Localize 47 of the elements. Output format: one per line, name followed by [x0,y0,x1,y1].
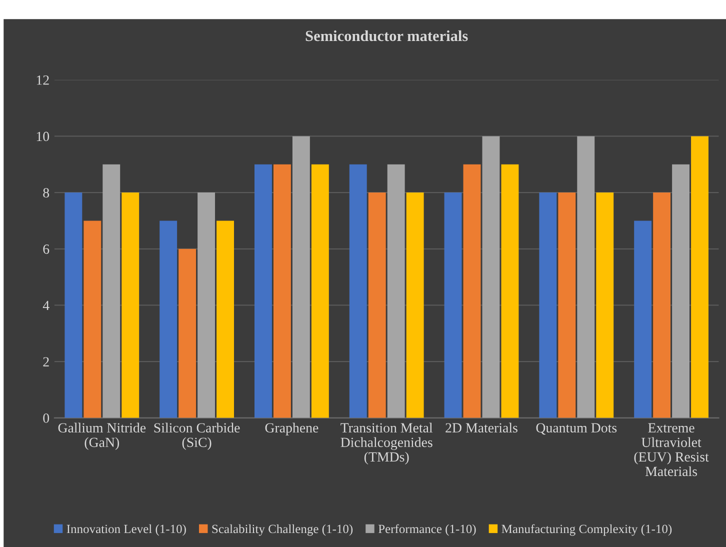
x-tick-label: Gallium Nitride (GaN) [58,422,146,450]
bar [311,164,329,418]
bar [102,164,120,418]
y-tick-label: 2 [43,357,49,366]
bar [84,220,102,418]
x-tick-label: Quantum Dots [536,423,617,435]
bar [349,164,367,418]
legend-label: Scalability Challenge (1-10) [212,524,353,536]
legend-label: Innovation Level (1-10) [66,524,186,536]
bar [482,136,500,418]
bar [444,192,462,418]
bar [463,164,481,418]
bar [691,136,708,418]
bar [368,192,386,418]
chart-title: Semiconductor materials [306,30,468,42]
bar [292,136,310,418]
bar [273,164,291,418]
bar [387,164,405,418]
x-tick-label: Silicon Carbide (SiC) [154,422,240,450]
bar [254,164,272,418]
bar [160,220,178,418]
y-tick-label: 12 [36,75,49,85]
y-tick-label: 10 [36,132,50,142]
bar [634,220,652,418]
x-tick-label: Graphene [265,422,318,436]
bar [577,136,595,418]
y-tick-label: 0 [43,413,50,423]
bar [558,192,576,418]
bar [216,220,234,418]
y-tick-label: 8 [43,188,50,198]
bar [122,192,140,418]
bar [672,164,690,418]
y-tick-label: 6 [43,244,50,254]
bar [501,164,519,418]
bar [198,192,216,418]
y-tick-label: 4 [42,300,50,310]
bar [596,192,614,418]
x-tick-label: 2D Materials [446,422,518,433]
x-tick-label: Extreme Ultraviolet (EUV) Resist Materials [634,423,709,476]
bar [539,192,557,418]
x-tick-label: Transition Metal Dichalcogenides (TMDs) [340,422,433,464]
bar [653,192,671,418]
bar [178,248,196,418]
legend-label: Performance (1-10) [378,524,476,536]
legend-label: Manufacturing Complexity (1-10) [502,524,672,536]
bar [64,192,82,418]
bar [406,192,424,418]
